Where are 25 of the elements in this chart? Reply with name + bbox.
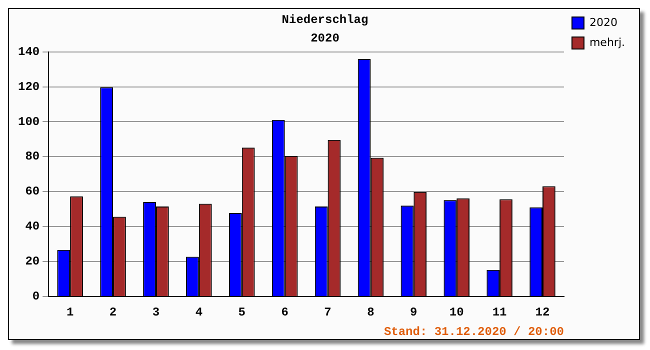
- x-tick-label: 4: [195, 306, 203, 320]
- y-tick-label: 20: [25, 254, 40, 269]
- x-tick-label: 2: [109, 306, 117, 320]
- y-tick-label: 100: [18, 114, 40, 129]
- y-tick-label: 140: [18, 44, 40, 59]
- x-tick-label: 5: [238, 306, 246, 320]
- x-tick-label: 11: [492, 306, 507, 320]
- legend-label: mehrj.: [589, 36, 625, 49]
- y-tick-label: 40: [25, 220, 40, 234]
- x-tick-label: 1: [66, 306, 74, 320]
- x-tick-label: 12: [535, 306, 550, 320]
- y-tick-label: 80: [25, 150, 40, 164]
- legend-label: 2020: [589, 16, 618, 29]
- x-tick-label: 6: [281, 306, 288, 320]
- y-tick-label: 60: [25, 184, 40, 199]
- chart-title: Niederschlag: [282, 13, 368, 28]
- x-tick-label: 8: [367, 306, 374, 320]
- chart-subtitle: 2020: [310, 32, 340, 46]
- x-tick-label: 10: [449, 306, 464, 320]
- x-tick-label: 9: [410, 306, 418, 320]
- x-tick-label: 3: [152, 306, 160, 320]
- y-tick-label: 0: [32, 290, 40, 304]
- text: Stand: 31.12.2020 / 20:00: [384, 325, 564, 340]
- x-tick-label: 7: [324, 306, 332, 320]
- y-tick-label: 120: [18, 80, 40, 94]
